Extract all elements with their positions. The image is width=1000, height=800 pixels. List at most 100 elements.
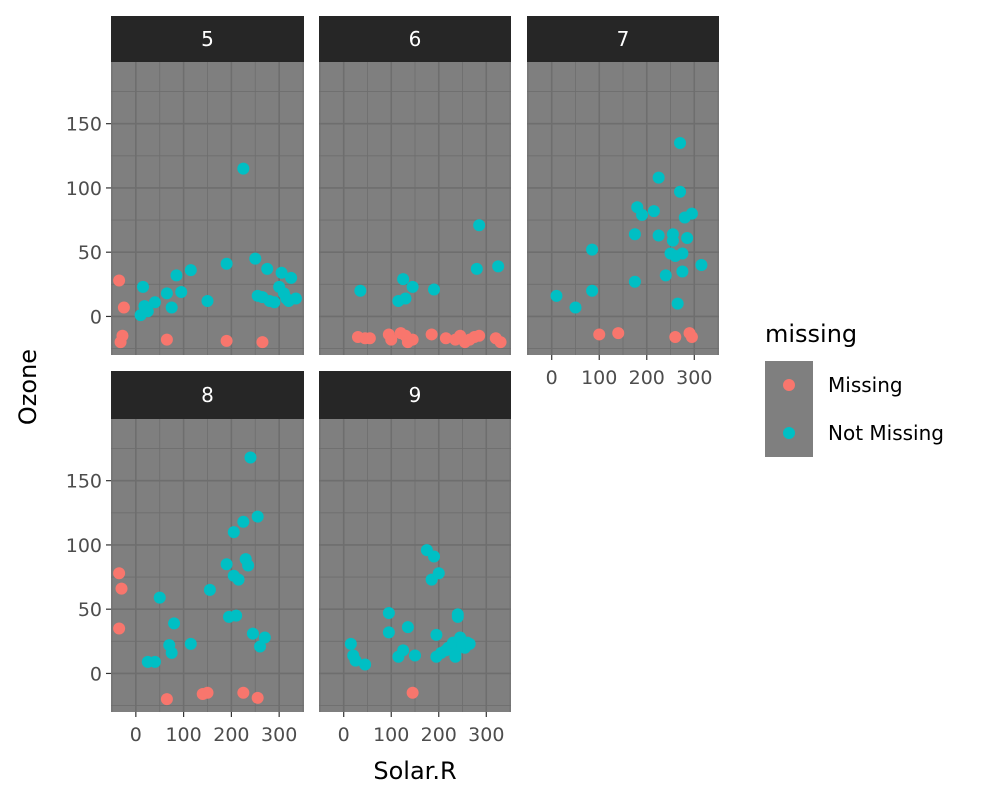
point-not-missing	[258, 631, 271, 644]
legend: missing Missing Not Missing	[765, 320, 944, 457]
point-not-missing	[184, 637, 197, 650]
point-not-missing	[349, 654, 362, 667]
facet-strip-label: 5	[201, 27, 214, 51]
point-not-missing	[492, 260, 505, 273]
legend-key-point	[783, 427, 795, 439]
facet-strip-label: 6	[409, 27, 422, 51]
point-not-missing	[406, 280, 419, 293]
point-missing	[251, 691, 264, 704]
point-not-missing	[473, 219, 486, 232]
point-not-missing	[170, 269, 183, 282]
point-not-missing	[428, 550, 441, 563]
point-not-missing	[451, 610, 464, 623]
point-missing	[363, 332, 376, 345]
x-tick-label: 200	[213, 724, 249, 746]
point-not-missing	[432, 567, 445, 580]
point-missing	[160, 333, 173, 346]
point-not-missing	[184, 264, 197, 277]
data-points	[113, 451, 271, 706]
point-not-missing	[671, 297, 684, 310]
point-not-missing	[685, 207, 698, 220]
point-not-missing	[430, 628, 443, 641]
facet-strip-label: 7	[617, 27, 630, 51]
point-not-missing	[175, 286, 188, 299]
x-tick-label: 0	[338, 724, 350, 746]
x-tick-label: 100	[165, 724, 201, 746]
point-missing	[593, 328, 606, 341]
facet-strip-label: 8	[201, 383, 214, 407]
point-missing	[115, 582, 128, 595]
point-not-missing	[251, 510, 264, 523]
point-not-missing	[674, 185, 687, 198]
point-missing	[406, 333, 419, 346]
facet-panel-7: 7 0 100 200 300	[527, 16, 719, 389]
point-missing	[406, 686, 419, 699]
legend-title: missing	[765, 320, 857, 348]
y-tick-label: 50	[78, 242, 102, 264]
point-not-missing	[354, 284, 367, 297]
point-missing	[385, 333, 398, 346]
point-missing	[494, 336, 507, 349]
point-missing	[113, 567, 126, 580]
point-not-missing	[289, 292, 302, 305]
point-not-missing	[628, 275, 641, 288]
point-not-missing	[586, 243, 599, 256]
data-points	[351, 219, 507, 349]
point-not-missing	[399, 292, 412, 305]
point-not-missing	[569, 301, 582, 314]
point-not-missing	[659, 269, 672, 282]
point-not-missing	[244, 451, 257, 464]
point-not-missing	[237, 515, 250, 528]
point-not-missing	[409, 649, 421, 662]
point-not-missing	[397, 644, 410, 657]
point-missing	[114, 336, 127, 349]
point-not-missing	[249, 252, 262, 265]
point-not-missing	[227, 526, 240, 539]
point-missing	[669, 331, 682, 344]
point-not-missing	[168, 617, 181, 630]
point-not-missing	[382, 626, 395, 639]
point-missing	[425, 328, 438, 341]
y-tick-label: 50	[78, 599, 102, 621]
point-not-missing	[628, 228, 641, 241]
point-not-missing	[586, 284, 599, 297]
legend-entries: Missing Not Missing	[765, 361, 944, 457]
data-points	[113, 162, 302, 349]
point-not-missing	[674, 136, 687, 149]
legend-label: Not Missing	[828, 421, 944, 445]
point-not-missing	[344, 637, 357, 650]
facet-strip	[111, 371, 304, 419]
x-tick-label: 300	[468, 724, 504, 746]
facet-strip	[319, 16, 511, 62]
x-tick-label: 200	[629, 367, 665, 389]
point-missing	[237, 686, 250, 699]
x-axis-title: Solar.R	[373, 757, 456, 785]
x-tick-label: 100	[373, 724, 409, 746]
x-tick-label: 200	[421, 724, 457, 746]
y-tick-label: 100	[66, 178, 102, 200]
point-not-missing	[695, 259, 708, 272]
point-missing	[113, 622, 126, 635]
point-not-missing	[230, 609, 243, 622]
facet-strip	[111, 16, 304, 62]
point-missing	[685, 331, 698, 344]
y-tick-label: 100	[66, 535, 102, 557]
facet-strip	[319, 371, 511, 419]
point-missing	[160, 693, 173, 706]
point-missing	[473, 329, 486, 342]
point-not-missing	[165, 301, 178, 314]
point-not-missing	[275, 266, 288, 279]
x-tick-label: 0	[130, 724, 142, 746]
point-not-missing	[359, 658, 372, 671]
point-not-missing	[463, 637, 476, 650]
point-not-missing	[165, 646, 178, 659]
facet-panel-8: 8 0 50 100 150 0 100 200 300	[66, 371, 304, 746]
point-not-missing	[203, 583, 216, 596]
point-not-missing	[237, 162, 250, 175]
point-not-missing	[220, 558, 233, 571]
point-missing	[201, 686, 214, 699]
point-not-missing	[676, 247, 689, 260]
